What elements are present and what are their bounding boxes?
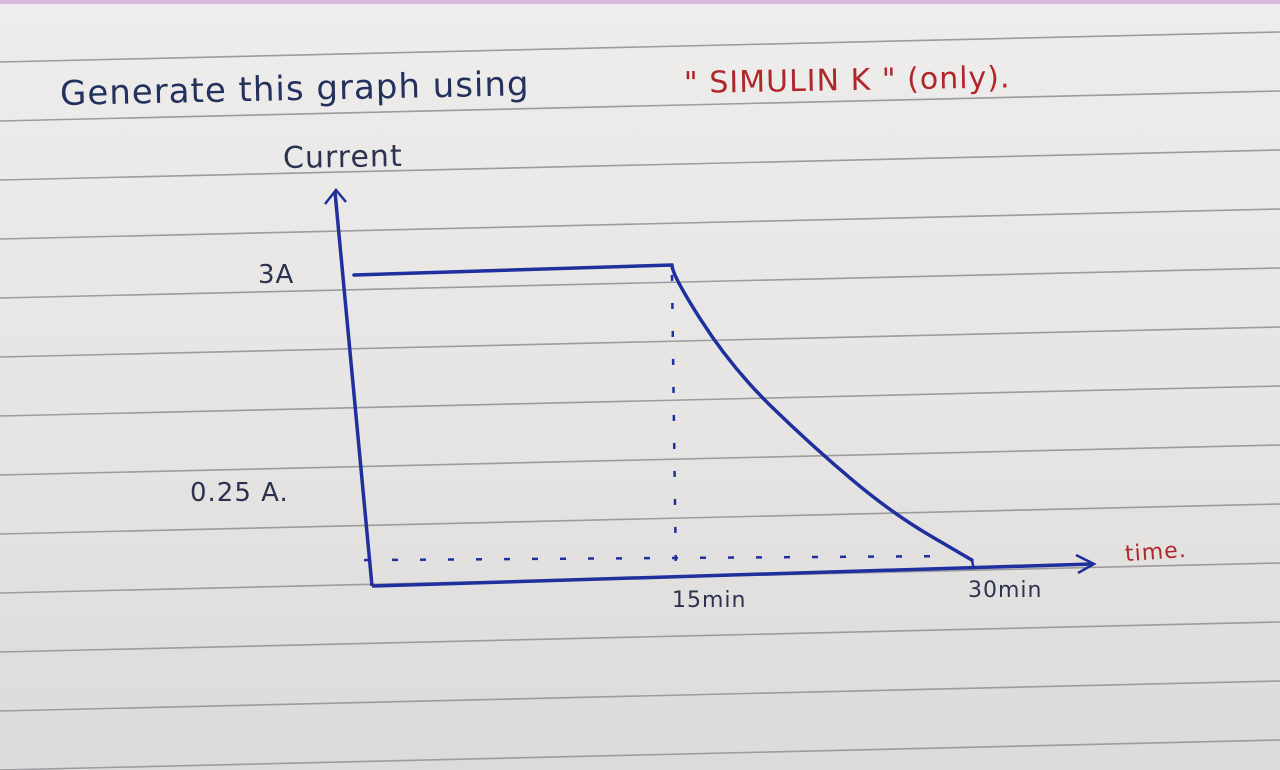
y-axis-label: Current: [282, 138, 403, 177]
y-tick-label-025a: 0.25 A.: [190, 478, 289, 508]
ruling-line: [0, 326, 1280, 358]
paper-top-edge: [0, 0, 1280, 4]
ruling-line: [0, 621, 1280, 653]
reference-line-vertical: [670, 274, 678, 581]
ruling-line: [0, 149, 1280, 181]
ruling-line: [0, 680, 1280, 712]
x-axis: [371, 562, 1093, 588]
y-axis: [333, 191, 374, 587]
x-tick-label-15min: 15min: [672, 588, 747, 613]
chart-axes: [324, 188, 1097, 588]
reference-line-horizontal: [363, 554, 953, 562]
reference-lines: [363, 274, 978, 581]
notebook-ruling: [0, 31, 1280, 770]
ruling-line: [0, 385, 1280, 417]
y-tick-label-3a: 3A: [258, 260, 295, 290]
ruling-line: [0, 90, 1280, 122]
y-axis-arrow: [324, 188, 347, 205]
simulink-text: " SIMULIN K " (only).: [683, 60, 1011, 101]
x-tick-label-30min: 30min: [968, 578, 1043, 603]
ruling-line: [0, 503, 1280, 535]
ruling-line: [0, 739, 1280, 770]
ruling-line: [0, 208, 1280, 240]
reference-line-vertical: [970, 559, 978, 581]
x-axis-label: time.: [1124, 537, 1188, 568]
ruling-line: [0, 31, 1280, 63]
ruling-line: [0, 267, 1280, 299]
ruling-line: [0, 444, 1280, 476]
x-axis-arrow: [1075, 553, 1097, 575]
current-curve: [352, 263, 974, 562]
